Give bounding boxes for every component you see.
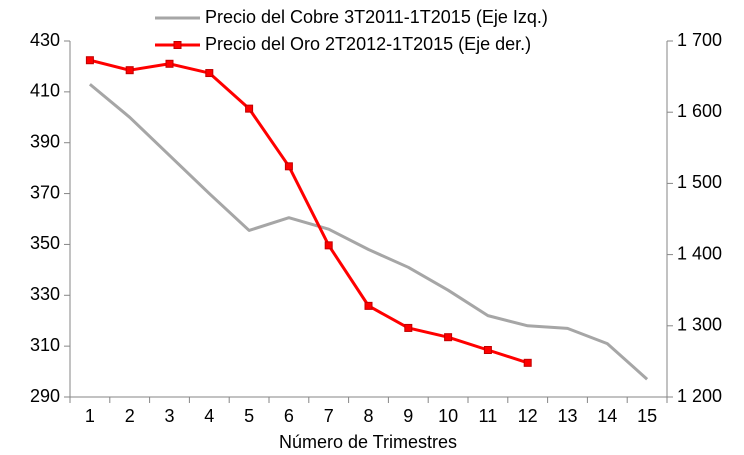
y-tick-label: 310 <box>30 335 60 355</box>
legend-label: Precio del Oro 2T2012-1T2015 (Eje der.) <box>205 34 531 54</box>
legend-label: Precio del Cobre 3T2011-1T2015 (Eje Izq.… <box>205 7 548 27</box>
y-tick-label: 390 <box>30 131 60 151</box>
x-tick-label: 9 <box>403 406 413 426</box>
marker <box>523 358 532 367</box>
x-tick-label: 12 <box>518 406 538 426</box>
x-tick-label: 4 <box>204 406 214 426</box>
y-tick-label: 430 <box>30 30 60 50</box>
x-tick-label: 3 <box>164 406 174 426</box>
marker <box>165 59 174 68</box>
x-tick-label: 13 <box>557 406 577 426</box>
y2-tick-label: 1 600 <box>677 101 722 121</box>
marker <box>483 346 492 355</box>
y2-tick-label: 1 700 <box>677 30 722 50</box>
marker <box>205 69 214 78</box>
y2-tick-label: 1 200 <box>677 386 722 406</box>
x-axis-title: Número de Trimestres <box>279 432 457 452</box>
series-line <box>88 83 649 381</box>
y-tick-label: 370 <box>30 182 60 202</box>
y2-tick-label: 1 300 <box>677 315 722 335</box>
x-tick-label: 5 <box>244 406 254 426</box>
x-tick-label: 10 <box>438 406 458 426</box>
x-tick-label: 8 <box>363 406 373 426</box>
x-tick-label: 1 <box>85 406 95 426</box>
legend-marker <box>173 41 182 49</box>
marker <box>85 56 94 65</box>
x-tick-label: 7 <box>324 406 334 426</box>
x-tick-label: 2 <box>125 406 135 426</box>
marker <box>284 162 293 171</box>
y-tick-label: 350 <box>30 233 60 253</box>
x-tick-label: 14 <box>597 406 617 426</box>
y-tick-label: 410 <box>30 81 60 101</box>
y-tick-label: 330 <box>30 284 60 304</box>
y2-tick-label: 1 400 <box>677 243 722 263</box>
marker <box>125 66 134 75</box>
marker <box>444 333 453 342</box>
x-tick-label: 11 <box>479 406 498 426</box>
y-tick-label: 290 <box>30 386 60 406</box>
y2-tick-label: 1 500 <box>677 172 722 192</box>
marker <box>324 241 333 250</box>
x-tick-label: 6 <box>284 406 294 426</box>
series-line <box>89 58 529 365</box>
marker <box>364 301 373 310</box>
x-tick-label: 15 <box>637 406 657 426</box>
marker <box>404 323 413 332</box>
marker <box>245 104 254 113</box>
